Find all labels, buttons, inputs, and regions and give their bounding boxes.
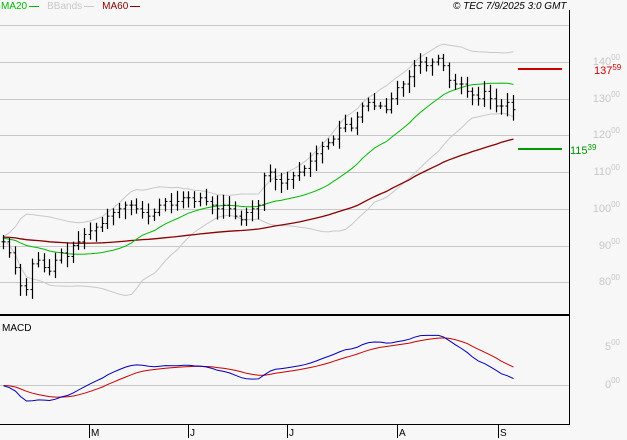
legend-ma20-label: MA20: [1, 1, 28, 12]
macd-tick-label: 000: [604, 376, 620, 391]
chart-legend: MA20 BBands MA60: [1, 1, 141, 12]
y-tick-label: 14000: [592, 53, 620, 68]
y-tick-label: 13000: [592, 89, 620, 105]
macd-tick-label: 500: [604, 338, 620, 353]
legend-ma60-label: MA60: [102, 1, 129, 12]
y-tick-label: 10000: [592, 199, 620, 215]
y-tick-label: 12000: [592, 126, 620, 142]
bband-upper: [3, 43, 514, 238]
y-tick-label: 11000: [593, 163, 620, 179]
x-tick-label: S: [500, 428, 507, 439]
support-int: 115: [570, 145, 588, 157]
legend-ma60-swatch: [130, 6, 141, 7]
legend-bbands: BBands: [47, 1, 95, 12]
resistance-int: 137: [594, 65, 613, 77]
legend-bbands-label: BBands: [47, 1, 83, 12]
legend-ma20: MA20: [1, 1, 40, 12]
ma60-line: [3, 138, 514, 244]
x-tick-label: J: [289, 428, 294, 439]
macd-signal-line: [3, 337, 514, 398]
price-bars: [1, 53, 516, 299]
legend-ma60: MA60: [102, 1, 141, 12]
x-tick-label: A: [399, 428, 406, 439]
support-dec: 39: [587, 143, 597, 152]
price-gridlines: [0, 25, 569, 283]
legend-ma20-swatch: [29, 6, 40, 7]
y-tick-label: 8000: [598, 273, 620, 289]
macd-line: [3, 334, 514, 402]
support-level-label: 11539: [570, 143, 596, 157]
bollinger-bands: [3, 43, 514, 297]
x-axis-ticks: [89, 425, 499, 438]
x-tick-label: M: [91, 428, 100, 439]
x-tick-label: J: [190, 428, 195, 439]
macd-panel-title: MACD: [2, 323, 32, 334]
resistance-dec: 59: [612, 63, 622, 72]
resistance-level-label: 13759: [594, 63, 621, 77]
y-tick-label: 9000: [598, 236, 620, 252]
legend-bbands-swatch: [84, 6, 95, 7]
copyright-timestamp: © TEC 7/9/2025 3:0 GMT: [453, 1, 567, 12]
